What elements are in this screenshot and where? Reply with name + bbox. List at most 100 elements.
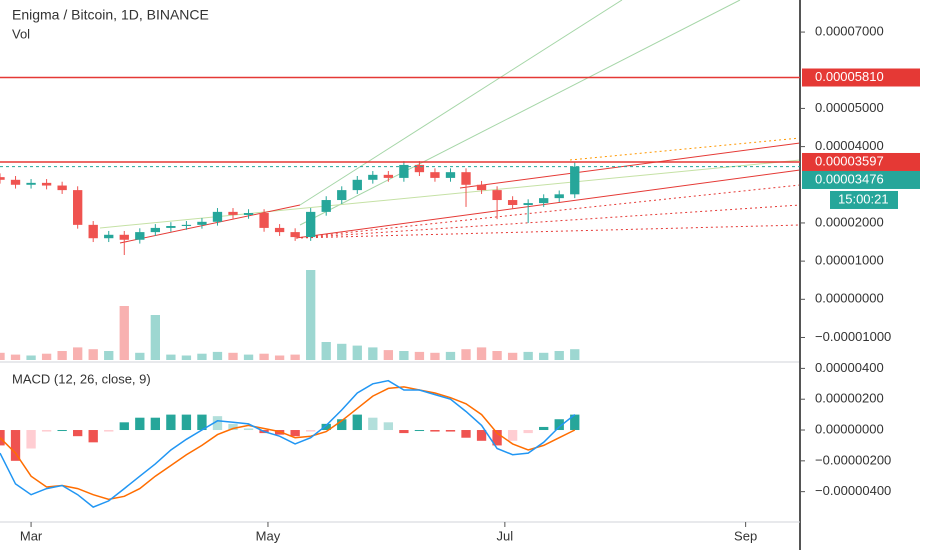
y-tick-label: 0.00002000 xyxy=(815,214,884,229)
x-tick-label: Sep xyxy=(734,528,757,543)
volume-label: Vol xyxy=(12,26,30,41)
price-label: 0.00005810 xyxy=(815,69,884,84)
histogram-bar xyxy=(166,414,176,431)
volume-bar xyxy=(570,349,580,360)
price-label: 0.00003476 xyxy=(815,171,884,186)
x-tick-label: Mar xyxy=(20,528,43,543)
candle-body xyxy=(243,213,254,215)
histogram-bar xyxy=(430,430,440,432)
candle-body xyxy=(274,227,285,233)
histogram-bar xyxy=(539,426,549,431)
candle-body xyxy=(554,194,564,199)
volume-bar xyxy=(430,352,440,360)
histogram-bar xyxy=(41,430,52,432)
volume-bar xyxy=(352,345,362,360)
macd-line xyxy=(0,379,576,508)
volume-bar xyxy=(0,352,5,360)
countdown-box xyxy=(830,190,898,209)
histogram-bar xyxy=(119,422,129,431)
histogram-bar xyxy=(212,416,223,431)
candle-body xyxy=(492,190,502,201)
volume-bar xyxy=(274,355,285,360)
y-tick-label: 0.00000400 xyxy=(815,360,884,375)
volume-bar xyxy=(181,355,192,360)
histogram-bar xyxy=(554,419,564,431)
volume-bar xyxy=(150,315,160,360)
histogram-bar xyxy=(352,414,362,431)
volume-bar xyxy=(243,354,254,360)
volume-bar xyxy=(306,270,316,360)
price-label: 0.00003597 xyxy=(815,153,884,168)
histogram-bar xyxy=(368,417,378,431)
histogram-bar xyxy=(57,430,67,432)
y-tick-label: −0.00000400 xyxy=(815,483,891,498)
trend-line xyxy=(295,224,801,239)
trend-line xyxy=(299,0,741,226)
volume-bar xyxy=(507,352,518,360)
histogram-bar xyxy=(414,430,425,432)
candle-body xyxy=(461,172,471,185)
candle-body xyxy=(414,164,425,173)
volume-bar xyxy=(337,343,347,360)
trend-line xyxy=(299,0,623,206)
candle-body xyxy=(212,211,223,222)
volume-bar xyxy=(259,353,269,360)
macd-label: MACD (12, 26, close, 9) xyxy=(12,371,151,386)
candle-body xyxy=(10,179,21,185)
candle-body xyxy=(399,164,409,178)
trend-line xyxy=(295,204,801,239)
volume-bar xyxy=(26,355,36,360)
candle-body xyxy=(383,174,394,178)
histogram-bar xyxy=(290,430,300,437)
volume-bar xyxy=(10,354,21,360)
histogram-bar xyxy=(197,414,207,431)
price-label-box xyxy=(802,152,920,171)
candle-body xyxy=(523,203,533,206)
candle-body xyxy=(321,200,331,212)
histogram-bar xyxy=(461,430,471,438)
histogram-bar xyxy=(228,423,238,431)
histogram-bar xyxy=(383,422,394,431)
y-tick-label: 0.00000000 xyxy=(815,421,884,436)
candle-body xyxy=(88,224,98,239)
trend-line xyxy=(119,204,301,244)
histogram-bar xyxy=(26,430,36,449)
candle-body xyxy=(228,211,238,215)
volume-bar xyxy=(290,354,300,360)
candle-body xyxy=(166,226,176,228)
volume-bar xyxy=(73,347,83,360)
volume-bar xyxy=(57,351,67,360)
candle-body xyxy=(570,166,580,195)
candle-body xyxy=(119,234,129,240)
candle-body xyxy=(41,182,52,186)
histogram-bar xyxy=(507,430,518,441)
volume-bar xyxy=(41,353,52,360)
candle-body xyxy=(259,213,269,228)
volume-bar xyxy=(523,351,533,360)
volume-bar xyxy=(212,351,223,360)
volume-bar xyxy=(166,354,176,360)
histogram-bar xyxy=(476,430,487,441)
candle-body xyxy=(306,211,316,238)
candle-body xyxy=(430,172,440,178)
candle-body xyxy=(352,179,362,191)
y-tick-label: 0.00007000 xyxy=(815,24,884,39)
volume-bar xyxy=(368,347,378,360)
volume-bar xyxy=(554,351,564,360)
candle-body xyxy=(26,182,36,185)
trend-line xyxy=(459,142,801,189)
y-tick-label: −0.00001000 xyxy=(815,329,891,344)
price-label-box xyxy=(802,68,920,87)
candle-body xyxy=(337,190,347,201)
histogram-bar xyxy=(445,430,456,432)
histogram-bar xyxy=(321,423,331,431)
histogram-bar xyxy=(73,430,83,437)
volume-bar xyxy=(492,351,502,360)
volume-bar xyxy=(104,351,114,360)
y-tick-label: 0.00000000 xyxy=(815,291,884,306)
candle-body xyxy=(57,185,67,191)
y-tick-label: −0.00000200 xyxy=(815,452,891,467)
countdown: 15:00:21 xyxy=(838,191,889,206)
trend-line xyxy=(295,169,801,239)
